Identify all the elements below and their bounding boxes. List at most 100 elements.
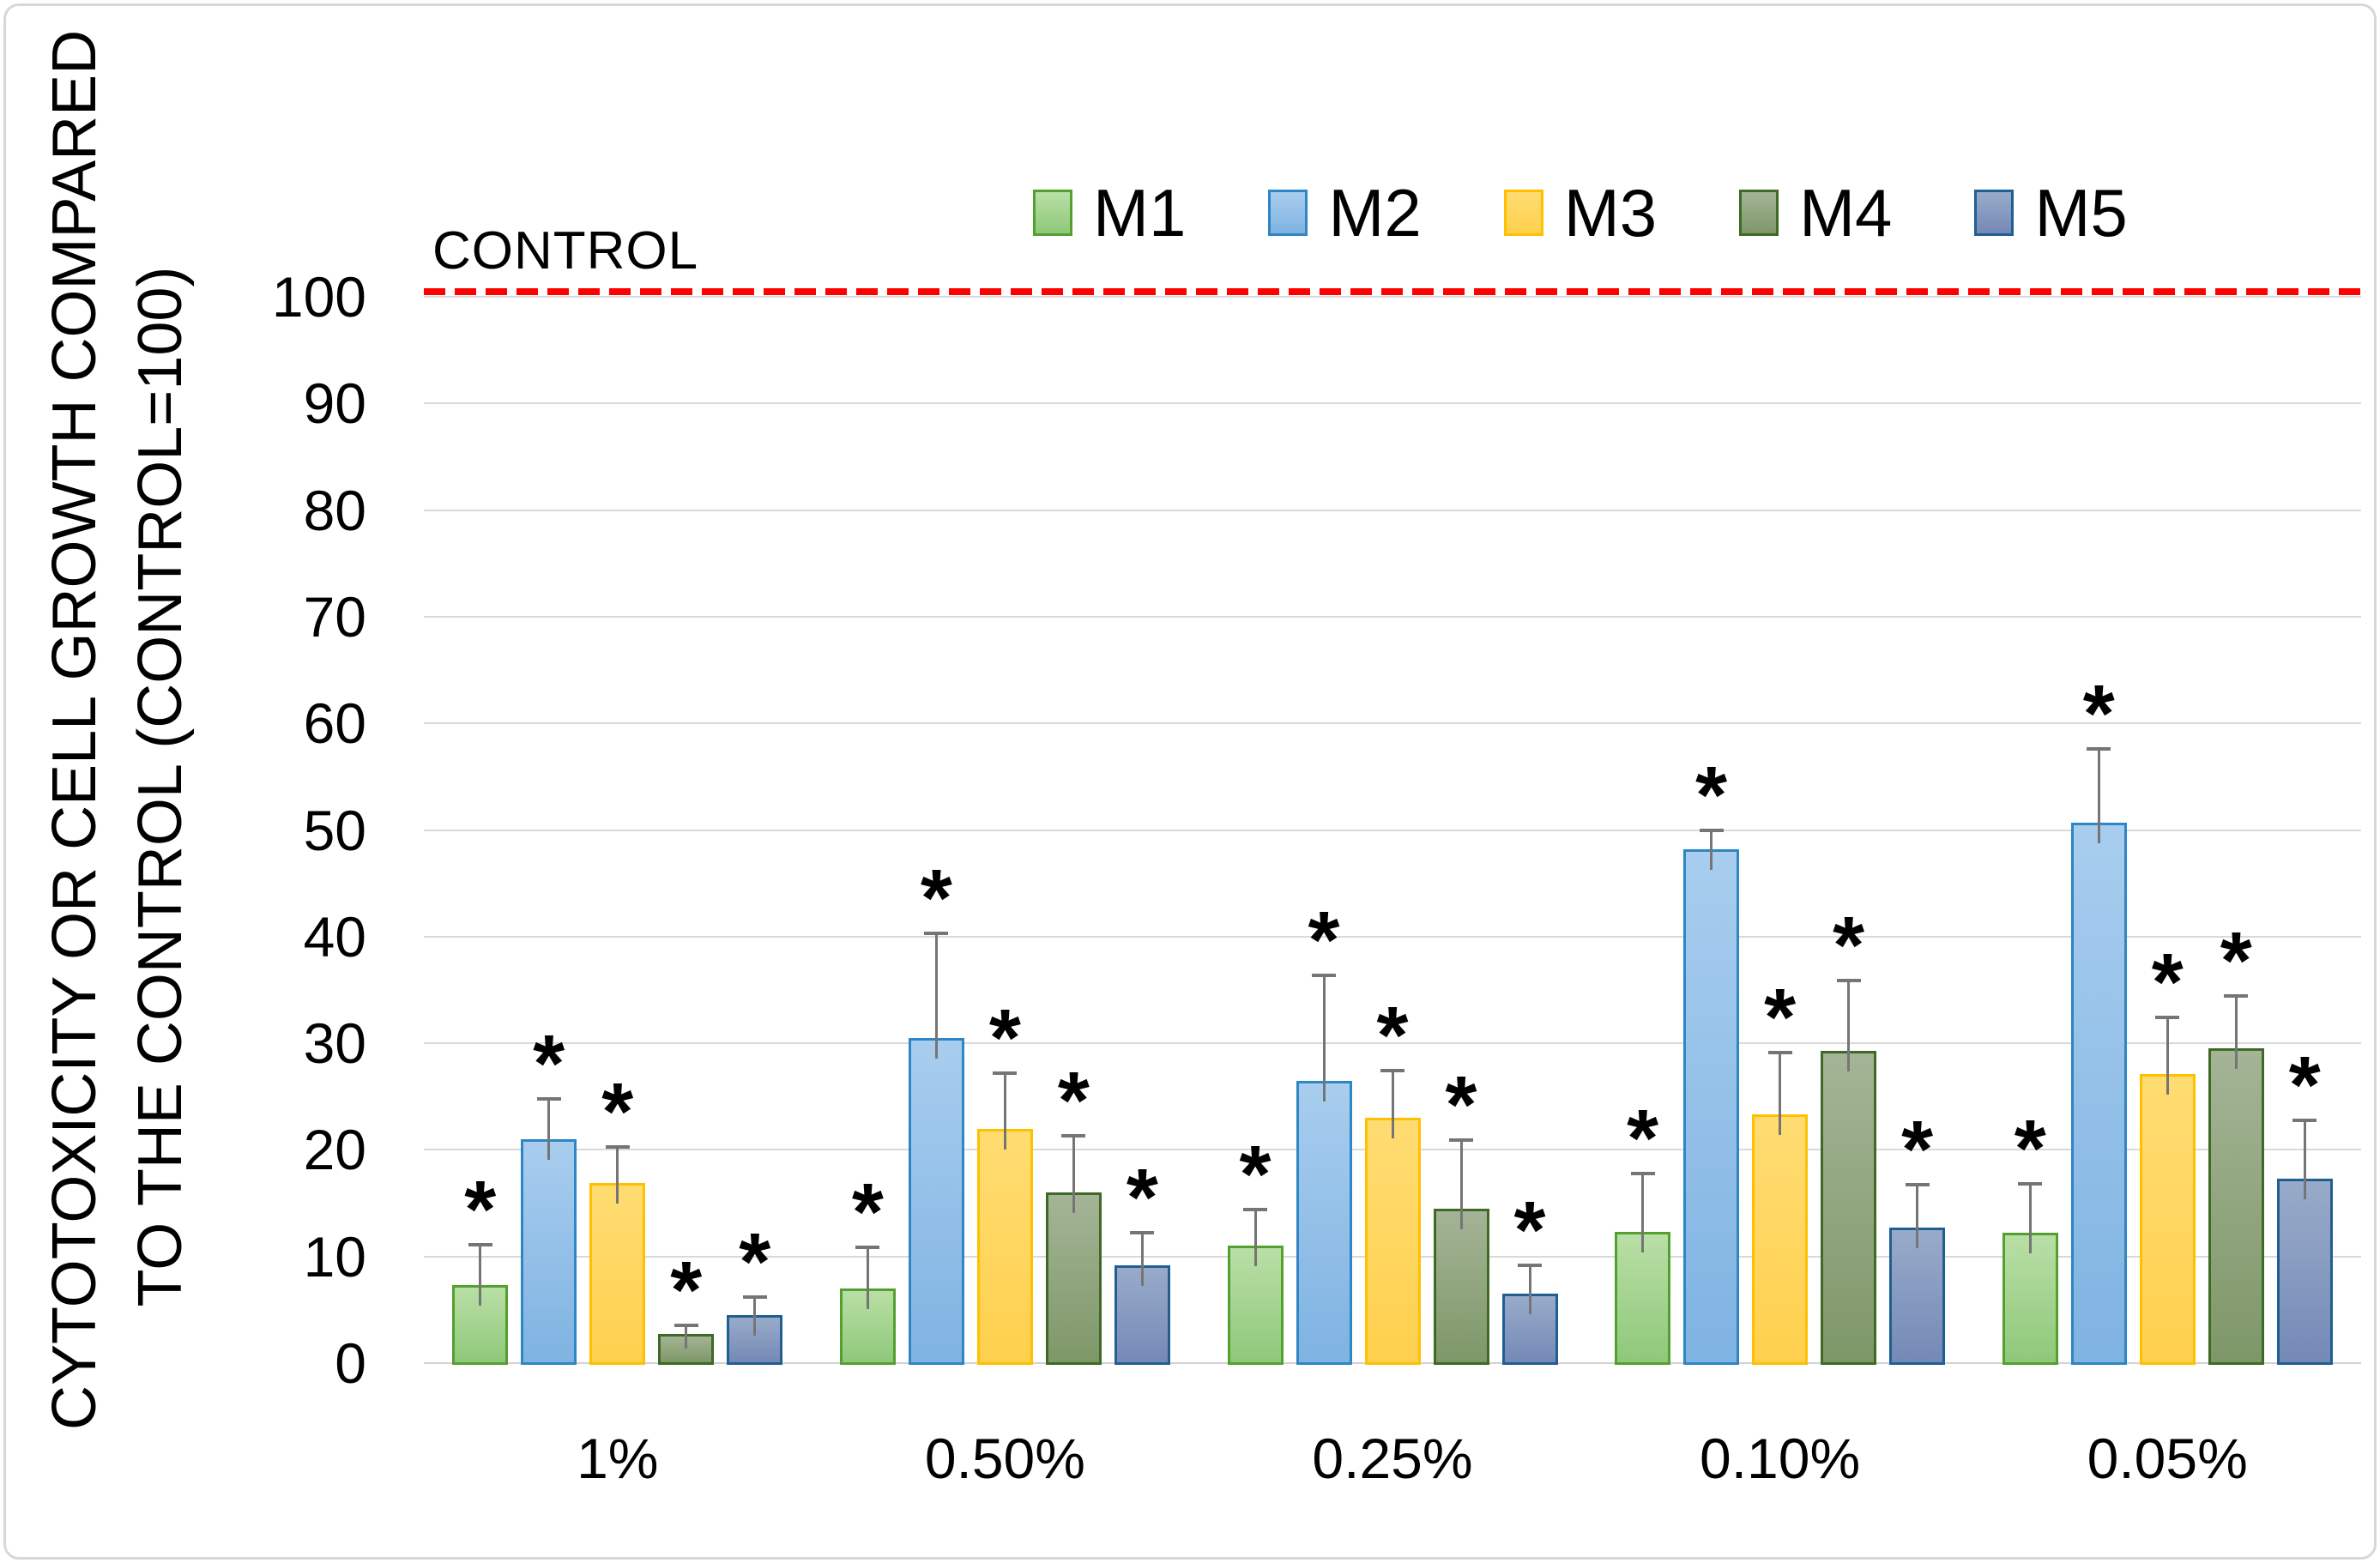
error-bar-M3-1%: [616, 1146, 619, 1204]
legend-swatch-M4: [1739, 190, 1779, 236]
significance-asterisk-M5-1%: *: [739, 1216, 771, 1307]
y-tick-label-50: 50: [303, 798, 366, 862]
error-bar-cap-M1-0.05%: [2018, 1182, 2043, 1186]
error-bar-cap-M4-1%: [674, 1324, 698, 1328]
legend-label-M3: M3: [1563, 175, 1658, 250]
x-category-label-0.10%: 0.10%: [1700, 1427, 1861, 1490]
error-bar-M5-0.10%: [1916, 1185, 1919, 1249]
y-tick-label-70: 70: [303, 584, 366, 649]
legend-swatch-M3: [1503, 190, 1543, 236]
error-bar-cap-M5-0.05%: [2292, 1118, 2317, 1122]
legend-item-M1: M1: [1033, 175, 1187, 250]
legend-item-M2: M2: [1268, 175, 1422, 250]
error-bar-M1-0.25%: [1253, 1210, 1257, 1267]
error-bar-cap-M3-0.05%: [2155, 1016, 2180, 1020]
error-bar-M5-0.25%: [1528, 1264, 1531, 1315]
error-bar-cap-M2-1%: [536, 1096, 561, 1101]
gridline-60: [424, 722, 2361, 725]
bar-M1-0.10%: [1615, 1232, 1671, 1365]
x-category-label-0.25%: 0.25%: [1312, 1427, 1473, 1490]
significance-asterisk-M1-0.10%: *: [1627, 1092, 1659, 1184]
error-bar-cap-M3-0.25%: [1380, 1069, 1404, 1073]
gridline-40: [424, 935, 2361, 938]
significance-asterisk-M2-1%: *: [533, 1017, 565, 1109]
error-bar-M1-0.50%: [866, 1246, 869, 1309]
significance-asterisk-M5-0.05%: *: [2288, 1039, 2321, 1131]
error-bar-M1-0.05%: [2028, 1184, 2032, 1254]
y-tick-label-10: 10: [303, 1224, 366, 1288]
bar-M5-0.05%: [2276, 1178, 2333, 1365]
significance-asterisk-M1-1%: *: [464, 1164, 497, 1256]
legend-swatch-M1: [1033, 190, 1072, 236]
error-bar-cap-M4-0.10%: [1836, 978, 1861, 982]
bar-M3-0.05%: [2139, 1074, 2196, 1365]
significance-asterisk-M4-0.10%: *: [1833, 899, 1865, 991]
legend-label-M4: M4: [1799, 175, 1893, 250]
error-bar-M4-1%: [685, 1325, 688, 1349]
gridline-50: [424, 829, 2361, 831]
error-bar-M5-0.50%: [1140, 1233, 1144, 1286]
error-bar-cap-M1-0.10%: [1630, 1171, 1655, 1175]
bar-M5-0.10%: [1889, 1228, 1946, 1365]
error-bar-M2-0.25%: [1322, 975, 1326, 1101]
significance-asterisk-M4-0.05%: *: [2220, 915, 2252, 1007]
gridline-100: [424, 296, 2361, 298]
error-bar-M2-0.10%: [1710, 830, 1713, 870]
error-bar-cap-M4-0.05%: [2224, 994, 2249, 999]
bar-M2-0.10%: [1683, 848, 1740, 1365]
error-bar-M2-0.05%: [2097, 749, 2100, 843]
significance-asterisk-M3-0.50%: *: [988, 992, 1021, 1083]
error-bar-M4-0.05%: [2234, 996, 2238, 1070]
error-bar-cap-M2-0.05%: [2087, 747, 2111, 751]
y-tick-label-80: 80: [303, 478, 366, 542]
y-tick-label-90: 90: [303, 371, 366, 436]
gridline-70: [424, 615, 2361, 618]
error-bar-cap-M1-1%: [468, 1243, 492, 1247]
error-bar-cap-M2-0.50%: [924, 932, 949, 936]
bar-M4-0.50%: [1045, 1192, 1102, 1365]
error-bar-M4-0.50%: [1072, 1136, 1075, 1214]
significance-asterisk-M3-1%: *: [601, 1065, 634, 1157]
legend-swatch-M2: [1268, 190, 1308, 236]
y-tick-label-30: 30: [303, 1011, 366, 1076]
x-category-label-0.05%: 0.05%: [2087, 1427, 2248, 1490]
error-bar-M5-0.05%: [2303, 1119, 2306, 1199]
significance-asterisk-M4-1%: *: [670, 1245, 703, 1337]
bar-M2-0.05%: [2070, 822, 2127, 1365]
significance-asterisk-M4-0.25%: *: [1445, 1059, 1477, 1151]
bar-M3-0.10%: [1752, 1114, 1809, 1365]
error-bar-M1-0.10%: [1641, 1173, 1645, 1253]
bar-M4-0.10%: [1821, 1050, 1877, 1365]
legend-item-M4: M4: [1739, 175, 1893, 250]
error-bar-M4-0.25%: [1459, 1140, 1463, 1229]
bar-M2-0.50%: [908, 1037, 964, 1365]
significance-asterisk-M5-0.25%: *: [1513, 1184, 1546, 1276]
error-bar-M5-1%: [753, 1296, 757, 1337]
significance-asterisk-M1-0.25%: *: [1239, 1129, 1272, 1220]
legend-label-M5: M5: [2034, 175, 2128, 250]
y-tick-label-60: 60: [303, 691, 366, 756]
control-line-label: CONTROL: [432, 221, 699, 281]
x-category-label-0.50%: 0.50%: [924, 1427, 1085, 1490]
bar-M3-0.25%: [1364, 1118, 1421, 1365]
bar-M1-0.05%: [2002, 1233, 2058, 1365]
error-bar-cap-M3-0.10%: [1767, 1051, 1792, 1055]
legend-item-M5: M5: [1974, 175, 2128, 250]
y-tick-label-20: 20: [303, 1118, 366, 1182]
control-reference-line: [424, 288, 2361, 295]
legend-label-M1: M1: [1093, 175, 1187, 250]
error-bar-M1-1%: [479, 1245, 482, 1307]
significance-asterisk-M2-0.25%: *: [1308, 894, 1340, 986]
error-bar-cap-M1-0.50%: [855, 1245, 880, 1249]
error-bar-cap-M1-0.25%: [1243, 1208, 1267, 1211]
legend-label-M2: M2: [1328, 175, 1422, 250]
significance-asterisk-M2-0.10%: *: [1695, 749, 1728, 841]
plot-area: CYTOTOXICITY OR CELL GROWTH COMPARED TO …: [6, 6, 2374, 1557]
error-bar-M4-0.10%: [1847, 980, 1851, 1071]
error-bar-cap-M3-0.50%: [993, 1071, 1018, 1075]
significance-asterisk-M1-0.50%: *: [851, 1166, 884, 1258]
error-bar-M3-0.10%: [1779, 1053, 1782, 1136]
bar-M3-0.50%: [976, 1128, 1033, 1365]
y-tick-label-0: 0: [335, 1331, 366, 1395]
gridline-80: [424, 509, 2361, 511]
